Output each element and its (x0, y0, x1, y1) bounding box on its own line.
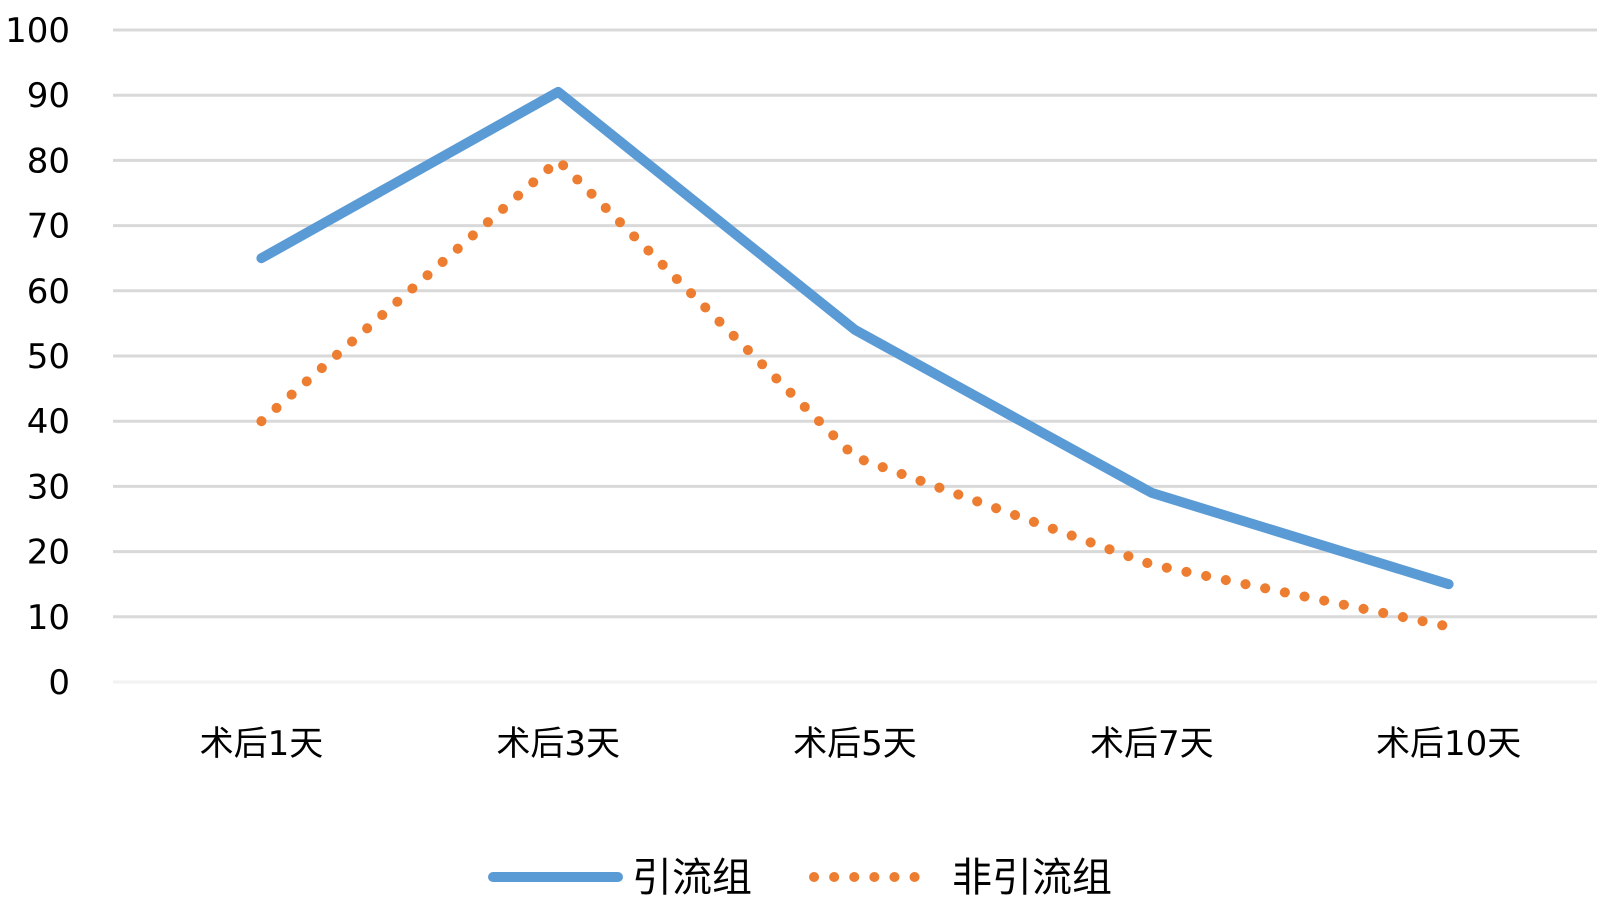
y-tick-label: 40 (27, 402, 70, 442)
y-tick-label: 70 (27, 207, 70, 247)
legend-label-drainage-group: 引流组 (632, 855, 752, 901)
x-tick-label: 术后7天 (1090, 724, 1214, 764)
gridlines (113, 28, 1597, 684)
y-tick-label: 100 (5, 11, 70, 51)
series-line (256, 153, 1454, 632)
series-lines (256, 86, 1454, 632)
x-tick-label: 术后5天 (793, 724, 917, 764)
y-tick-label: 10 (27, 598, 70, 638)
y-tick-label: 90 (27, 76, 70, 116)
y-tick-label: 60 (27, 272, 70, 312)
series-line (256, 86, 1454, 590)
x-tick-label: 术后1天 (200, 724, 324, 764)
y-tick-label: 80 (27, 141, 70, 181)
legend: 引流组 非引流组 (488, 855, 1112, 901)
x-axis-tick-labels: 术后1天 术后3天 术后5天 术后7天 术后10天 (200, 724, 1522, 764)
x-tick-label: 术后3天 (496, 724, 620, 764)
y-tick-label: 20 (27, 533, 70, 573)
y-tick-label: 30 (27, 467, 70, 507)
x-tick-label: 术后10天 (1376, 724, 1521, 764)
y-axis-tick-labels: 0 10 20 30 40 50 60 70 80 90 100 (5, 11, 70, 703)
legend-label-no-drainage-group: 非引流组 (952, 855, 1112, 901)
y-tick-label: 0 (48, 663, 70, 703)
y-tick-label: 50 (27, 337, 70, 377)
